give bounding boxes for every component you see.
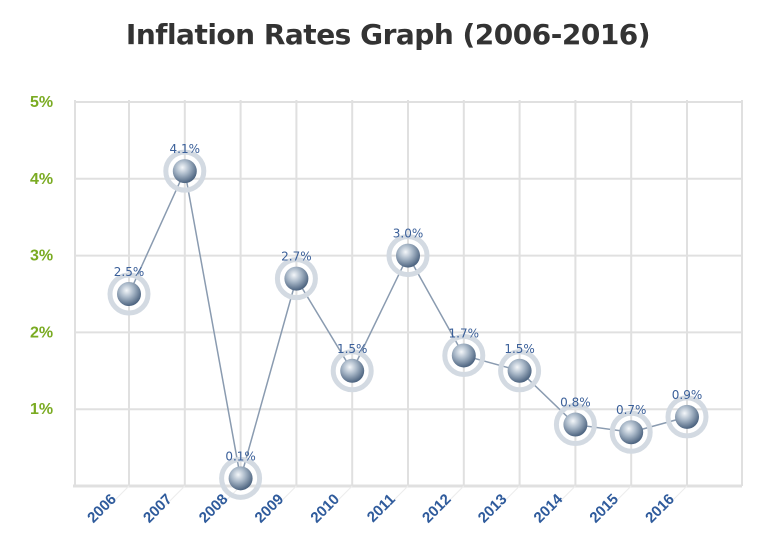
data-point [172, 159, 197, 184]
x-tick-label: 2007 [140, 491, 176, 527]
x-tick-mark [382, 485, 409, 512]
x-tick-label: 2014 [531, 490, 567, 526]
data-point [228, 466, 253, 491]
y-tick-label: 4% [30, 171, 53, 188]
data-point [675, 404, 699, 429]
x-tick-label: 2015 [586, 491, 622, 527]
x-tick-label: 2011 [364, 491, 399, 526]
x-tick-mark [661, 485, 688, 512]
data-label: 1.5% [337, 342, 368, 356]
data-label: 3.0% [393, 227, 424, 241]
x-tick-mark [326, 485, 353, 512]
marker-halo [330, 349, 374, 393]
data-label: 0.7% [616, 403, 647, 417]
data-point [563, 412, 588, 437]
x-tick-label: 2008 [196, 491, 232, 527]
x-tick-label: 2016 [642, 491, 678, 527]
chart-title: Inflation Rates Graph (2006-2016) [125, 18, 651, 51]
x-tick-mark [215, 485, 241, 512]
marker-halo [498, 349, 542, 393]
x-tick-label: 2013 [475, 491, 511, 527]
data-point [619, 420, 644, 445]
x-tick-mark [159, 485, 186, 512]
x-tick-label: 2009 [252, 491, 288, 527]
marker-halo [386, 234, 430, 278]
x-tick-mark [438, 485, 465, 512]
data-label: 0.8% [560, 396, 591, 410]
x-tick-mark [550, 485, 576, 512]
y-tick-label: 5% [30, 94, 53, 111]
marker-halo [553, 403, 597, 447]
marker-halo [107, 272, 151, 316]
marker-halo [163, 149, 207, 193]
data-label: 0.9% [672, 388, 703, 402]
data-point [117, 282, 141, 306]
x-tick-label: 2010 [307, 491, 343, 527]
y-tick-label: 1% [30, 401, 53, 418]
data-label: 0.1% [225, 449, 256, 463]
data-label: 4.1% [170, 142, 201, 156]
data-point [284, 266, 309, 291]
data-point [340, 358, 365, 383]
marker-halo [442, 333, 486, 377]
marker-halo [219, 456, 263, 500]
x-tick-mark [103, 485, 130, 512]
data-label: 2.5% [114, 265, 145, 279]
y-tick-label: 2% [30, 324, 53, 341]
marker-halo [665, 395, 709, 439]
x-tick-mark [494, 485, 520, 512]
x-tick-mark [271, 485, 297, 512]
data-point [451, 343, 476, 368]
data-label: 1.7% [449, 326, 480, 340]
marker-halo [274, 257, 318, 301]
data-point [507, 358, 532, 383]
x-tick-mark [605, 485, 632, 512]
data-label: 2.7% [281, 250, 312, 264]
data-label: 1.5% [504, 342, 535, 356]
y-tick-label: 3% [30, 248, 53, 265]
x-tick-label: 2012 [419, 491, 455, 527]
data-point [396, 243, 420, 268]
x-tick-label: 2006 [84, 491, 120, 527]
marker-halo [609, 410, 653, 454]
